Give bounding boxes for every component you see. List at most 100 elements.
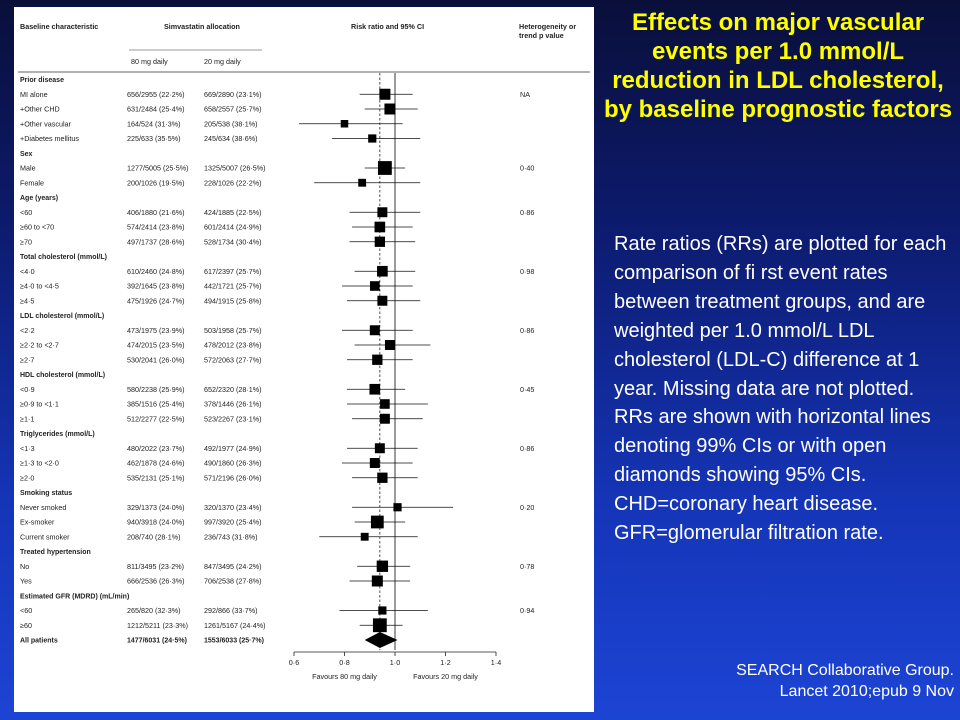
- row-label: <1·3: [20, 444, 35, 453]
- row-20mg-events: 492/1977 (24·9%): [204, 444, 262, 453]
- x-tick-label: 0·6: [289, 658, 299, 667]
- row-80mg-events: 208/740 (28·1%): [127, 532, 181, 541]
- group-label: Smoking status: [20, 490, 72, 497]
- row-20mg-events: 490/1860 (26·3%): [204, 459, 262, 468]
- rr-square: [369, 383, 381, 395]
- rr-square: [379, 413, 390, 424]
- row-p-value: 0·98: [520, 267, 534, 276]
- row-p-value: 0·86: [520, 208, 534, 217]
- citation: SEARCH Collaborative Group. Lancet 2010;…: [634, 660, 954, 702]
- row-80mg-events: 200/1026 (19·5%): [127, 178, 185, 187]
- row-20mg-events: 997/3920 (25·4%): [204, 518, 262, 527]
- row-label: <0·9: [20, 385, 35, 394]
- row-20mg-events: 571/2196 (26·0%): [204, 473, 262, 482]
- slide-title: Effects on major vascular events per 1.0…: [603, 9, 953, 123]
- rr-square: [358, 178, 367, 187]
- rr-square: [374, 236, 385, 247]
- rr-square: [368, 134, 377, 143]
- overall-diamond: [364, 632, 398, 648]
- row-label: No: [20, 562, 29, 571]
- row-label: +Other CHD: [20, 105, 60, 114]
- row-80mg-events: 406/1880 (21·6%): [127, 208, 185, 217]
- row-20mg-events: 669/2890 (23·1%): [204, 90, 262, 99]
- rr-square: [384, 103, 396, 115]
- row-20mg-events: 320/1370 (23·4%): [204, 503, 262, 512]
- row-20mg-events: 1553/6033 (25·7%): [204, 638, 264, 645]
- rr-square: [360, 532, 369, 541]
- row-label: ≥2·7: [20, 355, 34, 364]
- header-allocation: Simvastatin allocation: [164, 22, 240, 31]
- rr-square: [369, 325, 380, 336]
- row-label: Male: [20, 164, 36, 173]
- x-tick-label: 1·2: [440, 658, 450, 667]
- row-p-value: 0·40: [520, 164, 534, 173]
- row-80mg-events: 473/1975 (23·9%): [127, 326, 185, 335]
- group-label: Total cholesterol (mmol/L): [20, 254, 107, 261]
- favours-20mg-label: Favours 20 mg daily: [413, 672, 478, 681]
- row-label: ≥60: [20, 621, 32, 630]
- row-80mg-events: 656/2955 (22·2%): [127, 90, 185, 99]
- row-80mg-events: 392/1645 (23·8%): [127, 282, 185, 291]
- rr-square: [380, 399, 390, 409]
- rr-square: [370, 515, 384, 529]
- row-label: Current smoker: [20, 532, 70, 541]
- group-label: Age (years): [20, 195, 58, 202]
- header-heterogeneity-2: trend p value: [519, 31, 564, 40]
- rr-square: [374, 443, 385, 454]
- citation-line-1: SEARCH Collaborative Group.: [736, 662, 954, 679]
- row-p-value: 0·86: [520, 444, 534, 453]
- row-label: <60: [20, 208, 32, 217]
- row-p-value: 0·94: [520, 606, 534, 615]
- row-label: +Other vascular: [20, 119, 72, 128]
- row-80mg-events: 164/524 (31·3%): [127, 119, 181, 128]
- row-20mg-events: 706/2538 (27·8%): [204, 577, 262, 586]
- row-label: <4·0: [20, 267, 35, 276]
- row-p-value: 0·45: [520, 385, 534, 394]
- row-80mg-events: 580/2238 (25·9%): [127, 385, 185, 394]
- slide-notes: Rate ratios (RRs) are plotted for each c…: [614, 233, 947, 545]
- x-tick-label: 0·8: [339, 658, 349, 667]
- row-p-value: NA: [520, 90, 530, 99]
- row-label: ≥60 to <70: [20, 223, 54, 232]
- row-80mg-events: 610/2460 (24·8%): [127, 267, 185, 276]
- row-20mg-events: 658/2557 (25·7%): [204, 105, 262, 114]
- row-label: ≥70: [20, 237, 32, 246]
- row-p-value: 0·86: [520, 326, 534, 335]
- row-80mg-events: 225/633 (35·5%): [127, 134, 181, 143]
- row-label: ≥1·1: [20, 414, 34, 423]
- total-label: All patients: [20, 638, 58, 645]
- row-20mg-events: 572/2063 (27·7%): [204, 355, 262, 364]
- row-label: +Diabetes mellitus: [20, 134, 79, 143]
- row-20mg-events: 378/1446 (26·1%): [204, 400, 262, 409]
- group-label: Triglycerides (mmol/L): [20, 431, 95, 438]
- row-80mg-events: 475/1926 (24·7%): [127, 296, 185, 305]
- rr-square: [374, 221, 386, 233]
- rr-square: [376, 560, 389, 572]
- row-label: ≥4·5: [20, 296, 34, 305]
- row-label: Female: [20, 178, 44, 187]
- row-80mg-events: 329/1373 (24·0%): [127, 503, 185, 512]
- row-80mg-events: 666/2536 (26·3%): [127, 577, 185, 586]
- header-20mg: 20 mg daily: [204, 57, 241, 66]
- rr-square: [377, 265, 388, 277]
- favours-80mg-label: Favours 80 mg daily: [312, 672, 377, 681]
- row-80mg-events: 512/2277 (22·5%): [127, 414, 185, 423]
- x-tick-label: 1·0: [390, 658, 400, 667]
- row-20mg-events: 205/538 (38·1%): [204, 119, 258, 128]
- row-80mg-events: 530/2041 (26·0%): [127, 355, 185, 364]
- group-label: Treated hypertension: [20, 549, 91, 556]
- row-20mg-events: 601/2414 (24·9%): [204, 223, 262, 232]
- row-80mg-events: 1277/5005 (25·5%): [127, 164, 189, 173]
- row-label: ≥0·9 to <1·1: [20, 400, 59, 409]
- rr-square: [372, 618, 387, 633]
- row-p-value: 0·78: [520, 562, 534, 571]
- group-label: Sex: [20, 151, 33, 158]
- group-label: Estimated GFR (MDRD) (mL/min): [20, 593, 129, 600]
- row-20mg-events: 236/743 (31·8%): [204, 532, 258, 541]
- row-label: Never smoked: [20, 503, 66, 512]
- group-label: LDL cholesterol (mmol/L): [20, 313, 104, 320]
- forest-plot-svg: Baseline characteristic Simvastatin alloc…: [18, 22, 590, 681]
- group-label: Prior disease: [20, 77, 64, 84]
- row-20mg-events: 503/1958 (25·7%): [204, 326, 262, 335]
- row-20mg-events: 617/2397 (25·7%): [204, 267, 262, 276]
